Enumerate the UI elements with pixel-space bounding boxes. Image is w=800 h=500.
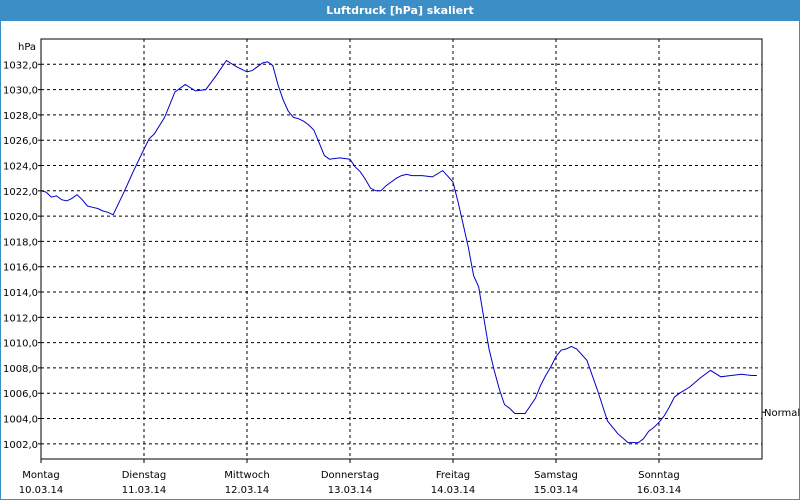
y-tick-label: 1016,0 (3, 263, 38, 274)
x-tick-date: 16.03.14 (637, 485, 682, 496)
y-tick-label: 1030,0 (3, 86, 38, 97)
x-tick-day: Freitag (436, 470, 470, 481)
x-tick-date: 13.03.14 (328, 485, 373, 496)
x-tick-day: Mittwoch (224, 470, 269, 481)
x-tick-day: Samstag (534, 470, 578, 481)
y-tick-label: 1010,0 (3, 339, 38, 350)
y-tick-label: 1032,0 (3, 60, 38, 71)
x-tick-date: 12.03.14 (225, 485, 270, 496)
x-tick-day: Sonntag (638, 470, 680, 481)
x-tick-date: 10.03.14 (19, 485, 64, 496)
x-tick-day: Dienstag (122, 470, 167, 481)
y-tick-label: 1014,0 (3, 288, 38, 299)
window-title: Luftdruck [hPa] skaliert (1, 1, 799, 21)
x-tick-day: Montag (22, 470, 59, 481)
x-tick-date: 14.03.14 (431, 485, 476, 496)
y-tick-label: 1020,0 (3, 212, 38, 223)
y-tick-label: 1028,0 (3, 111, 38, 122)
pressure-series-line (40, 59, 757, 444)
plot-area (40, 38, 763, 460)
y-tick-label: 1012,0 (3, 313, 38, 324)
x-tick-date: 15.03.14 (534, 485, 579, 496)
y-tick-label: 1008,0 (3, 364, 38, 375)
y-tick-label: 1004,0 (3, 415, 38, 426)
y-tick-label: 1018,0 (3, 237, 38, 248)
y-tick-label: 1002,0 (3, 440, 38, 451)
y-tick-label: 1026,0 (3, 136, 38, 147)
y-tick-label: 1022,0 (3, 187, 38, 198)
grid-lines (41, 39, 762, 459)
y-axis-label: hPa (18, 42, 36, 53)
y-tick-label: 1024,0 (3, 162, 38, 173)
normal-reference-label: Normal (764, 408, 800, 419)
x-axis-ticks: Montag 10.03.14 Dienstag 11.03.14 Mittwoch 12… (19, 459, 682, 496)
y-tick-label: 1006,0 (3, 389, 38, 400)
x-tick-date: 11.03.14 (122, 485, 167, 496)
pressure-chart: 1002,0 1004,0 1006,0 1008,0 1010,0 1012,0 1014… (3, 38, 800, 496)
x-tick-day: Donnerstag (321, 470, 379, 481)
y-axis-ticks: 1002,0 1004,0 1006,0 1008,0 1010,0 1012,0 1014… (3, 60, 41, 451)
